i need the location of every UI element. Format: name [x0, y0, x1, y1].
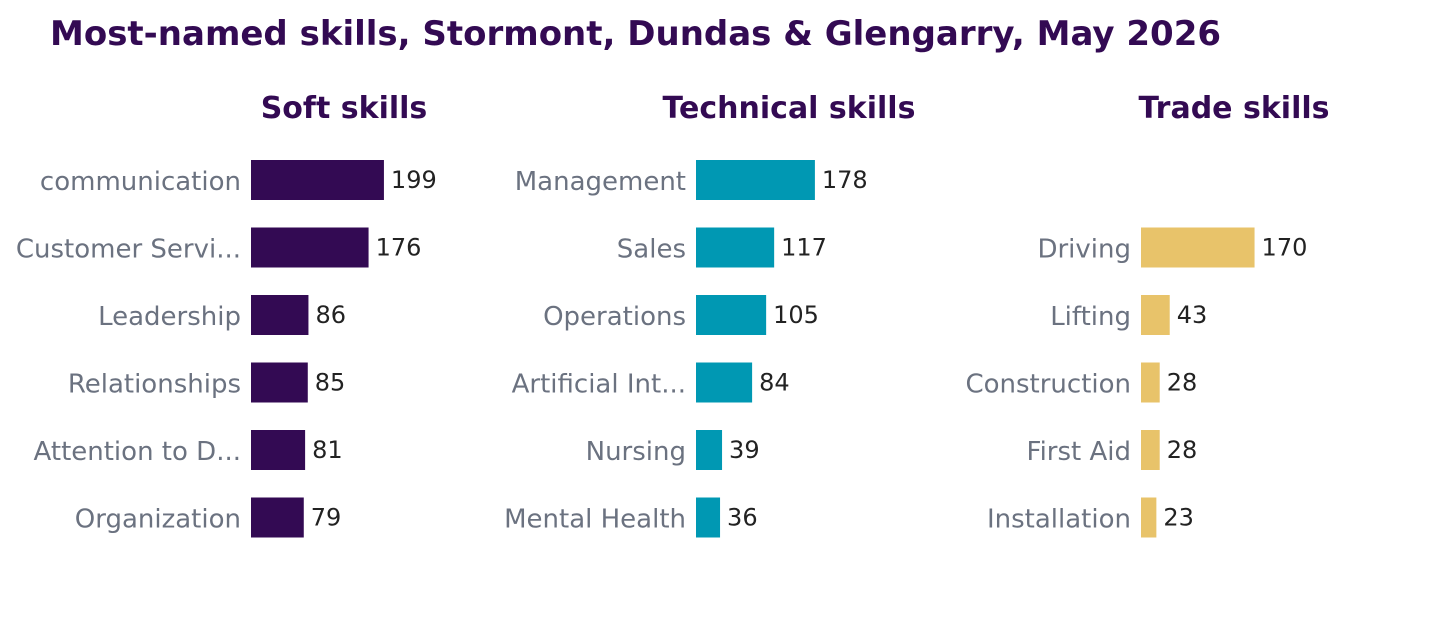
- technical-value-label: 105: [773, 301, 819, 329]
- trade-category-label: Installation: [987, 505, 1131, 535]
- technical-value-label: 39: [729, 436, 760, 464]
- soft-bar: [251, 227, 369, 268]
- soft-category-label: Organization: [75, 505, 241, 535]
- soft-bar: [251, 430, 306, 470]
- trade-bar: [1141, 362, 1160, 403]
- soft-category-label: Attention to D...: [34, 437, 241, 467]
- trade-category-label: Driving: [1037, 235, 1131, 265]
- technical-bar: [696, 430, 723, 470]
- trade-category-label: First Aid: [1027, 437, 1132, 467]
- trade-bar: [1141, 430, 1160, 470]
- soft-value-label: 176: [376, 234, 422, 262]
- trade-category-label: Lifting: [1050, 302, 1131, 332]
- technical-category-label: Mental Health: [504, 505, 686, 535]
- chart-title: Most-named skills, Stormont, Dundas & Gl…: [50, 14, 1222, 54]
- soft-category-label: communication: [40, 167, 241, 197]
- trade-bar: [1141, 295, 1170, 335]
- trade-value-label: 28: [1167, 369, 1198, 397]
- technical-panel-title: Technical skills: [663, 91, 916, 126]
- technical-bar: [696, 160, 815, 200]
- soft-category-label: Relationships: [68, 370, 241, 400]
- technical-category-label: Management: [515, 167, 686, 197]
- soft-bar: [251, 295, 309, 335]
- trade-value-label: 43: [1177, 301, 1208, 329]
- trade-bar: [1141, 497, 1157, 538]
- soft-value-label: 81: [312, 436, 343, 464]
- technical-bar: [696, 362, 753, 403]
- technical-bar: [696, 295, 767, 335]
- technical-value-label: 36: [727, 504, 758, 532]
- trade-skills-panel: Trade skills Driving 170 Lifting 43 Construct…: [965, 91, 1330, 538]
- trade-category-label: Construction: [965, 370, 1131, 400]
- technical-category-label: Sales: [617, 235, 686, 265]
- trade-panel-title: Trade skills: [1139, 91, 1330, 126]
- technical-category-label: Artificial Int...: [512, 370, 686, 400]
- technical-category-label: Nursing: [586, 437, 686, 467]
- soft-value-label: 85: [315, 369, 346, 397]
- soft-category-label: Customer Servi...: [16, 235, 241, 265]
- technical-value-label: 178: [822, 166, 868, 194]
- soft-value-label: 79: [311, 504, 342, 532]
- trade-value-label: 28: [1167, 436, 1198, 464]
- soft-bar: [251, 362, 308, 403]
- technical-value-label: 84: [759, 369, 790, 397]
- soft-skills-panel: Soft skills communication 199 Customer Serv…: [16, 91, 437, 538]
- technical-bar: [696, 497, 721, 538]
- soft-value-label: 199: [391, 166, 437, 194]
- technical-value-label: 117: [781, 234, 827, 262]
- technical-bar: [696, 227, 775, 268]
- soft-panel-title: Soft skills: [261, 91, 428, 126]
- soft-bar: [251, 160, 384, 200]
- technical-category-label: Operations: [543, 302, 686, 332]
- trade-bar: [1141, 227, 1255, 268]
- trade-value-label: 23: [1163, 504, 1194, 532]
- soft-value-label: 86: [315, 301, 346, 329]
- trade-value-label: 170: [1262, 234, 1308, 262]
- soft-category-label: Leadership: [98, 302, 241, 332]
- soft-bar: [251, 497, 304, 538]
- technical-skills-panel: Technical skills Management 178 Sales 117 Ope…: [504, 91, 915, 538]
